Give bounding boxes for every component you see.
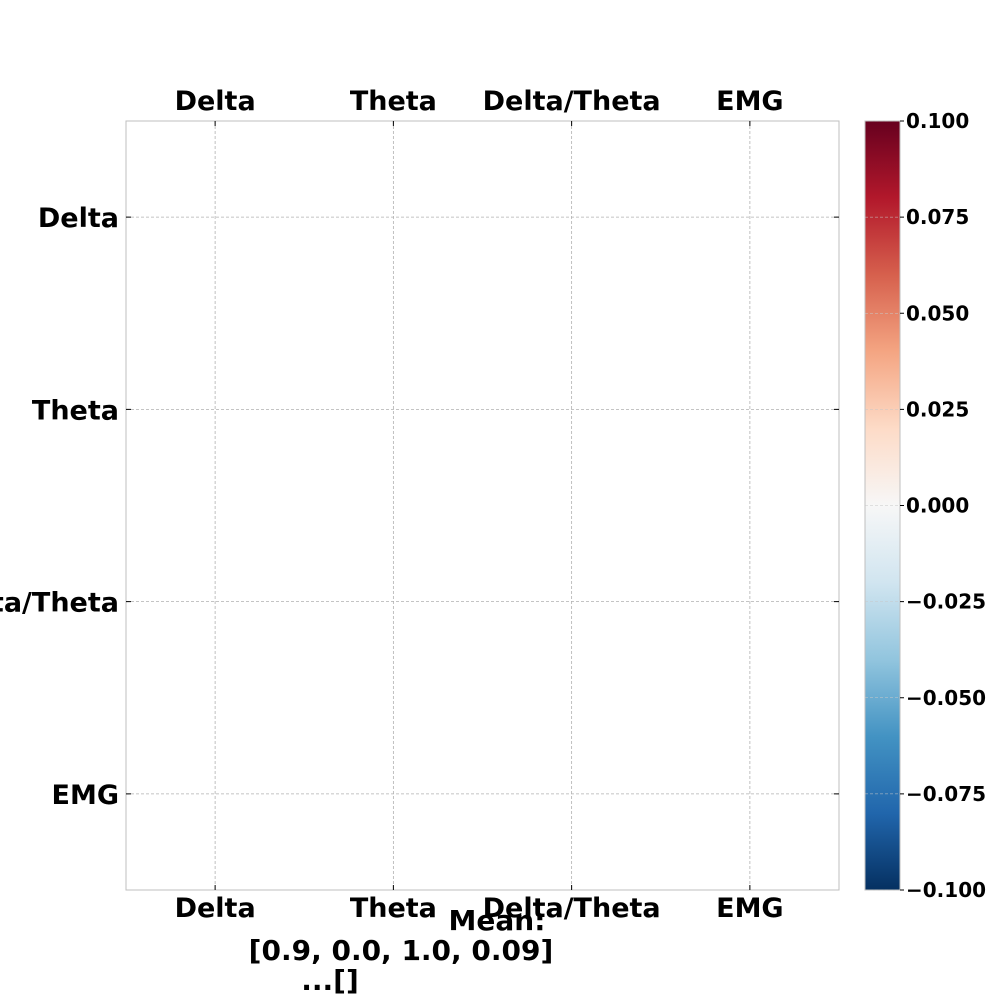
x-label-bottom-delta: Delta xyxy=(175,893,256,924)
mean-annotation-line: ...[] xyxy=(301,964,359,997)
colorbar-ticks: 0.100 0.075 0.050 0.025 0.000 −0.025 −0.050 −0.… xyxy=(865,109,986,902)
tick-marks xyxy=(126,121,839,890)
colorbar-tick-label: 0.000 xyxy=(906,494,969,518)
x-label-top-delta-theta: Delta/Theta xyxy=(483,86,661,117)
colorbar-tick-label: −0.025 xyxy=(906,590,986,614)
top-axis-labels: Delta Theta Delta/Theta EMG xyxy=(175,86,784,117)
mean-annotation-line: [0.9, 0.0, 1.0, 0.09] xyxy=(249,934,554,967)
left-axis-labels: Delta Theta Delta/Theta EMG xyxy=(0,203,119,811)
y-label-emg: EMG xyxy=(52,780,119,811)
colorbar-tick-label: −0.075 xyxy=(906,782,986,806)
colorbar-tick-label: −0.100 xyxy=(906,878,986,902)
y-label-delta: Delta xyxy=(38,203,119,234)
y-label-theta: Theta xyxy=(32,395,119,426)
mean-annotation-line: Mean: xyxy=(449,904,546,937)
grid-lines xyxy=(126,121,839,890)
x-label-top-theta: Theta xyxy=(350,86,437,117)
x-label-top-delta: Delta xyxy=(175,86,256,117)
x-label-top-emg: EMG xyxy=(716,86,783,117)
mean-annotation: Mean:[0.9, 0.0, 1.0, 0.09]...[] xyxy=(249,904,554,997)
bottom-axis-labels: Delta Theta Delta/Theta EMG xyxy=(175,893,784,924)
x-label-bottom-theta: Theta xyxy=(350,893,437,924)
colorbar-tick-label: 0.100 xyxy=(906,109,969,133)
colorbar-tick-label: 0.075 xyxy=(906,205,969,229)
colorbar-tick-label: 0.025 xyxy=(906,397,969,421)
colorbar-tick-label: −0.050 xyxy=(906,686,986,710)
x-label-bottom-delta-theta: Delta/Theta xyxy=(483,893,661,924)
colorbar-tick-label: 0.050 xyxy=(906,301,969,325)
x-label-bottom-emg: EMG xyxy=(716,893,783,924)
y-label-delta-theta: Delta/Theta xyxy=(0,588,119,619)
plot-area xyxy=(125,120,840,891)
